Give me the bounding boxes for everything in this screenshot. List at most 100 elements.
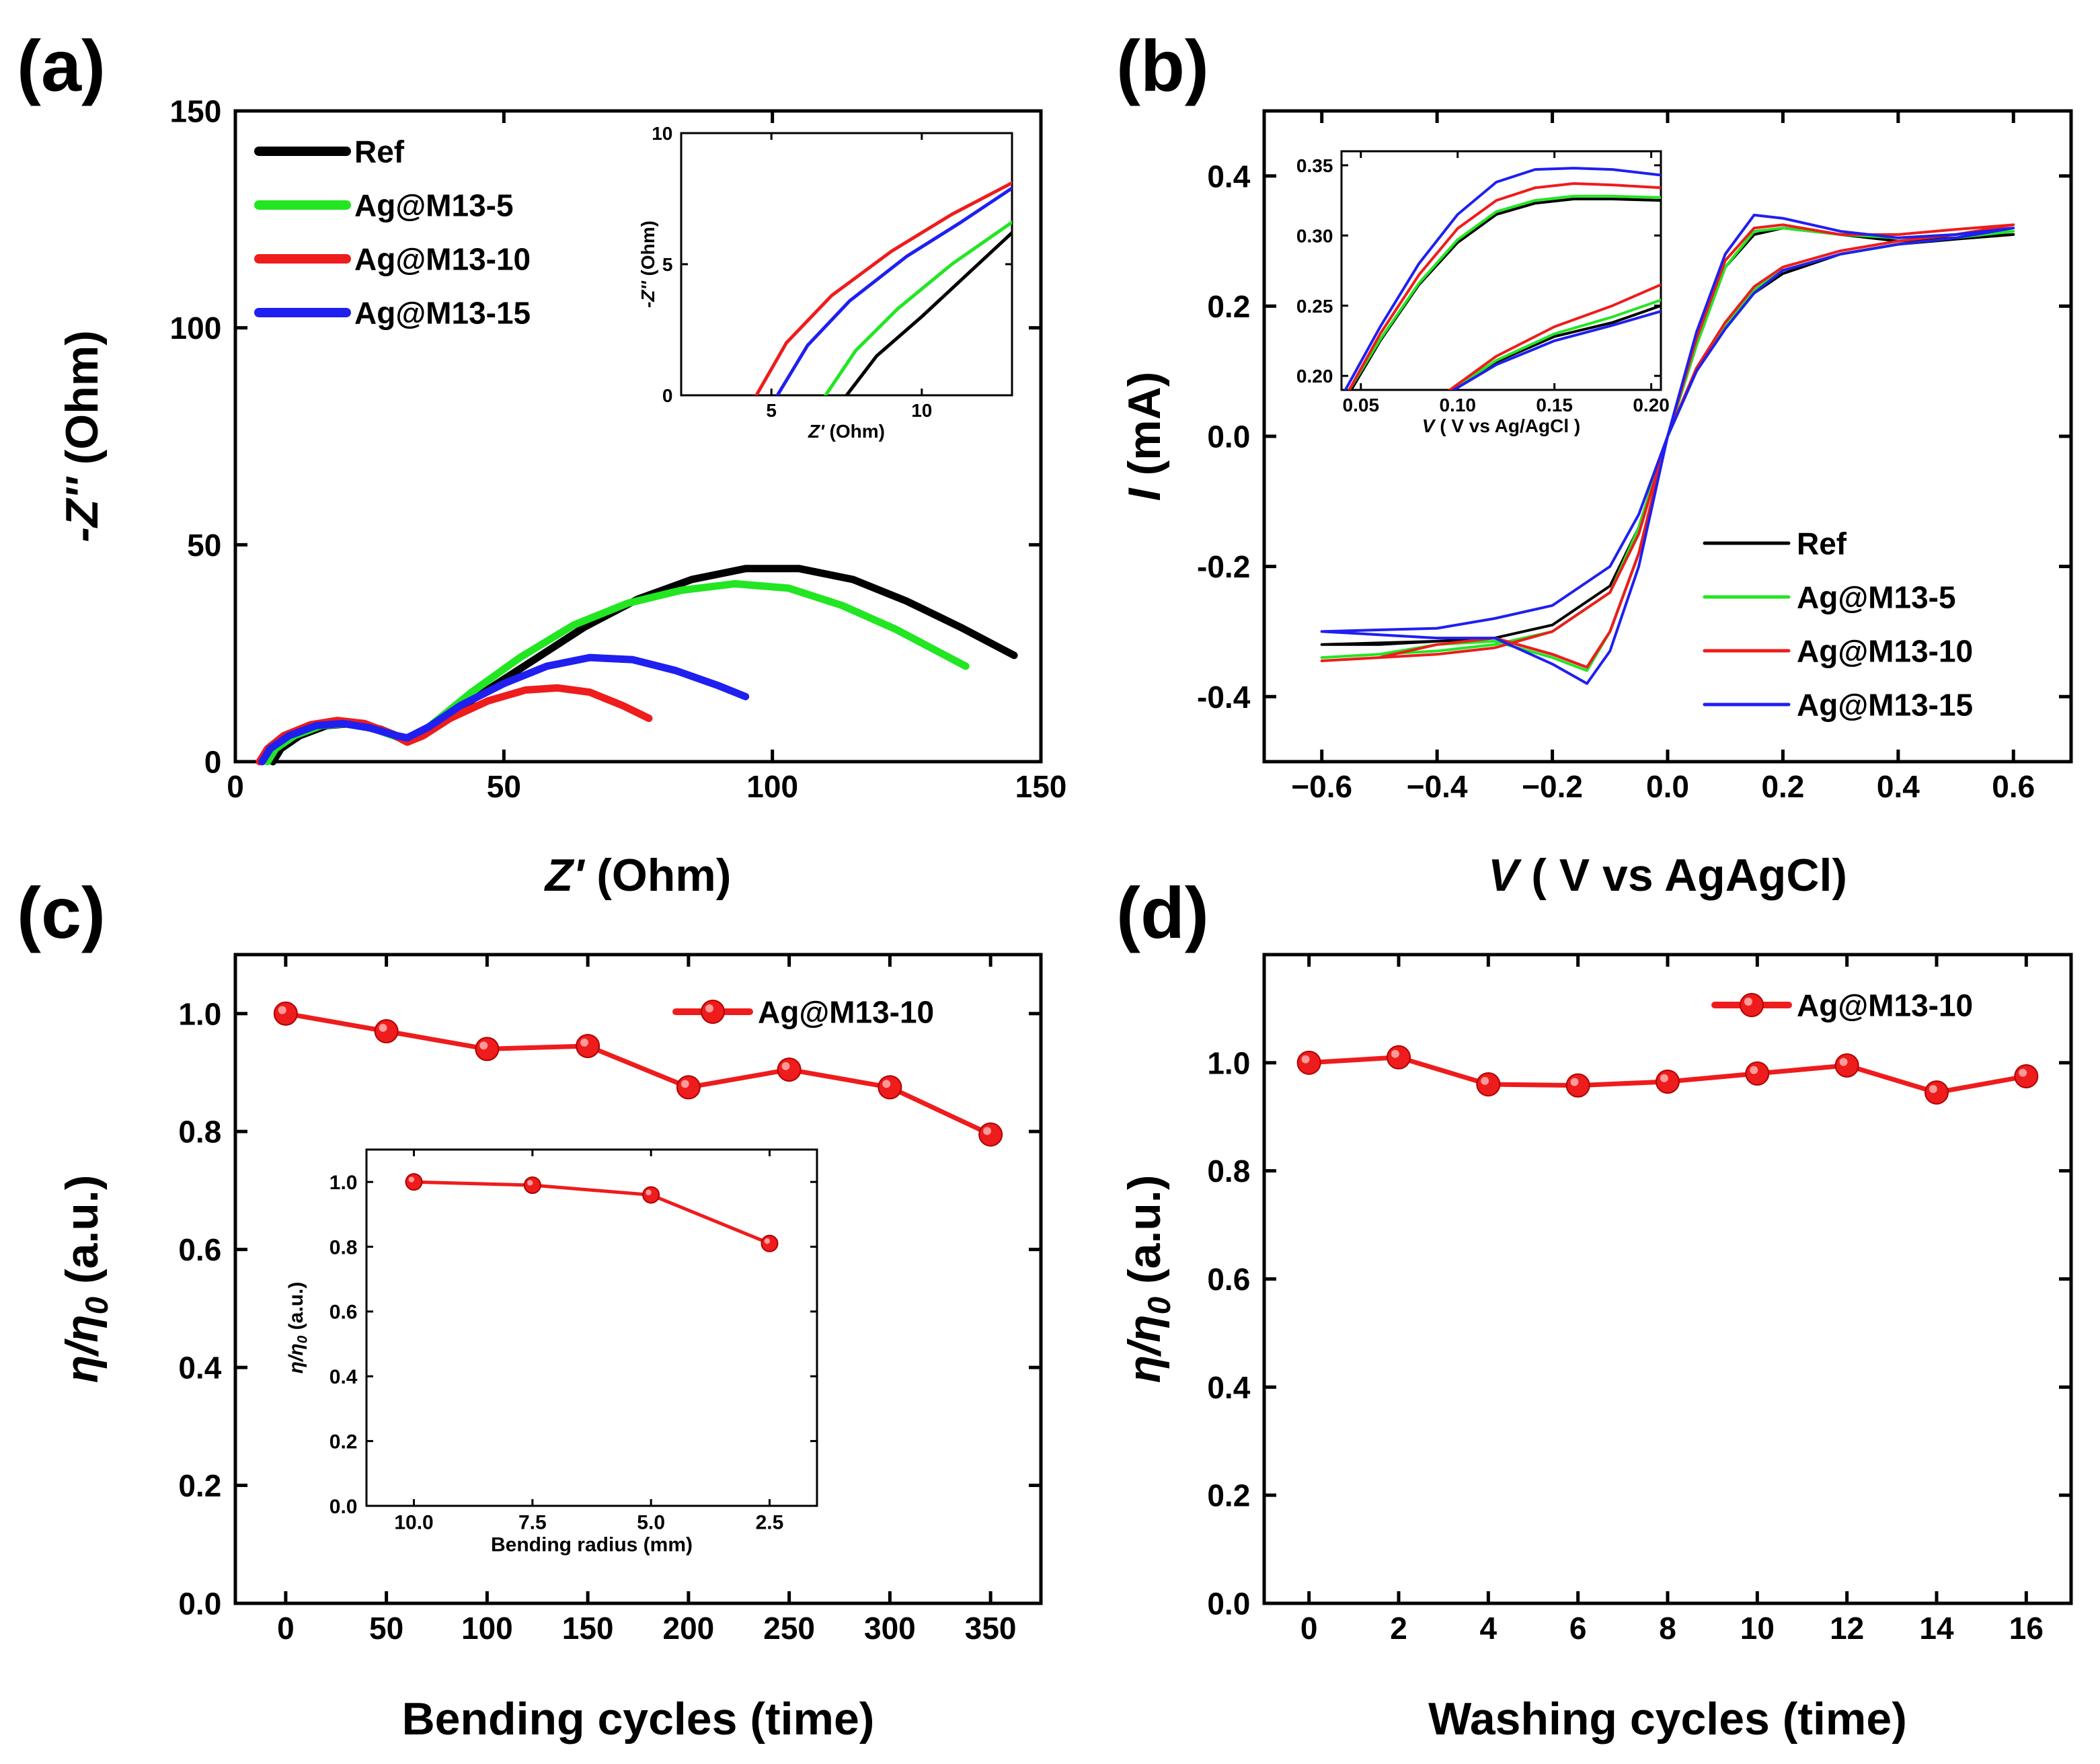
- chart-b-inset-xtick-label: 0.05: [1343, 395, 1380, 415]
- panel-label-b: (b): [1116, 25, 1209, 106]
- chart-c-inset-xtick-label: 5.0: [637, 1512, 665, 1534]
- chart-a-ylabel: -Z'' (Ohm): [56, 330, 108, 543]
- chart-d-marker-highlight: [1839, 1057, 1848, 1066]
- chart-b-inset-series-7: [1452, 310, 1661, 390]
- chart-a-ylabel-rest: (Ohm): [56, 330, 108, 477]
- chart-b-inset-frame: [1340, 150, 1662, 391]
- chart-c-marker: [475, 1037, 500, 1061]
- chart-c-inset-ytick-label: 0.8: [329, 1236, 358, 1258]
- chart-c-series-0: [283, 1011, 993, 1137]
- chart-a-inset-series-0: [845, 231, 1012, 395]
- chart-a-series-1: [264, 579, 970, 766]
- chart-c-inset-marker-highlight: [408, 1176, 415, 1182]
- legend-label: Ref: [1797, 526, 1847, 561]
- chart-c-marker-highlight: [379, 1023, 387, 1032]
- chart-c-xtick-label: 300: [864, 1611, 916, 1646]
- chart-a-inset-series-1: [824, 220, 1012, 395]
- chart-d-marker-highlight: [1301, 1055, 1310, 1064]
- chart-b-xlabel: V ( V vs AgAgCl): [1488, 850, 1847, 901]
- chart-d-xlabel-rest: Washing cycles (time): [1428, 1693, 1907, 1745]
- chart-b-inset-ytick-label: 0.20: [1296, 366, 1333, 387]
- chart-b-ytick-label: 0.4: [1207, 159, 1250, 194]
- panel-label-c: (c): [17, 872, 106, 953]
- chart-b-xtick-label: −0.6: [1291, 769, 1352, 804]
- chart-c-inset-marker: [642, 1186, 660, 1204]
- chart-c-inset-ytick-label: 0.0: [329, 1496, 358, 1518]
- chart-d: 0 2 4 6 8 10 12 14 16 0.0 0.2 0.4 0.6 0.8 1.0 Washing c…: [1119, 953, 2073, 1745]
- chart-c-legend: Ag@M13-10: [672, 995, 934, 1030]
- chart-c-inset: 10.0 7.5 5.0 2.5 0.0 0.2 0.4 0.6 0.8 1.0 Bending r…: [285, 1148, 818, 1556]
- legend-marker-highlight: [1744, 998, 1752, 1006]
- chart-b-inset-xtick-label: 0.20: [1633, 395, 1670, 415]
- chart-c-ytick-label: 0.8: [178, 1115, 221, 1150]
- chart-a-ytick-label: 100: [170, 311, 222, 346]
- chart-d-marker-highlight: [1570, 1078, 1579, 1086]
- chart-c-marker-highlight: [580, 1038, 588, 1047]
- chart-b-ytick-label: 0.0: [1207, 419, 1250, 454]
- chart-b-ytick-label: -0.2: [1197, 549, 1250, 584]
- legend-label: Ag@M13-10: [354, 242, 531, 277]
- panel-label-a: (a): [17, 25, 106, 106]
- legend-label: Ref: [354, 134, 405, 169]
- legend-label: Ag@M13-15: [354, 296, 531, 331]
- chart-a-xtick-label: 0: [227, 769, 244, 804]
- chart-d-marker-highlight: [1391, 1049, 1399, 1058]
- chart-d-marker: [1565, 1073, 1590, 1098]
- chart-c-inset-xtick-label: 10.0: [394, 1512, 433, 1534]
- chart-c-xtick-label: 350: [965, 1611, 1017, 1646]
- chart-d-marker: [1476, 1072, 1501, 1096]
- chart-b-xtick-label: 0.0: [1646, 769, 1689, 804]
- chart-b-ylabel-rest: (mA): [1119, 372, 1170, 489]
- chart-c-marker: [878, 1075, 902, 1100]
- chart-c-marker-highlight: [479, 1041, 488, 1050]
- chart-c-marker: [576, 1033, 600, 1058]
- chart-b-ylabel: I (mA): [1119, 372, 1170, 502]
- chart-d-frame: [1262, 953, 2073, 1605]
- chart-c-xtick-label: 150: [562, 1611, 614, 1646]
- legend-label: Ag@M13-5: [1797, 580, 1956, 615]
- chart-b-ytick-label: 0.2: [1207, 289, 1250, 324]
- chart-d-xtick-label: 14: [1919, 1611, 1954, 1646]
- chart-d-ytick-label: 1.0: [1207, 1045, 1250, 1080]
- chart-c-xtick-label: 50: [369, 1611, 403, 1646]
- chart-b-inset-xlabel: V ( V vs Ag/AgCl ): [1422, 415, 1580, 436]
- chart-c-xtick-label: 0: [277, 1611, 295, 1646]
- chart-a-ytick-label: 150: [170, 94, 222, 129]
- chart-c-inset-series: [405, 1173, 779, 1252]
- chart-c-inset-frame: [365, 1148, 818, 1507]
- chart-d-ytick-label: 0.8: [1207, 1154, 1250, 1189]
- chart-b-legend: Ref Ag@M13-5 Ag@M13-10 Ag@M13-15: [1703, 526, 1973, 723]
- chart-d-xtick-label: 6: [1569, 1611, 1587, 1646]
- chart-b-inset-series-5: [1450, 298, 1661, 390]
- chart-c-inset-ylabel-rest: (a.u.): [285, 1282, 307, 1336]
- chart-c-inset-ylabel: η/η0 (a.u.): [285, 1282, 311, 1374]
- chart-c-inset-ylabel-italic: η/η: [285, 1343, 307, 1373]
- chart-d-marker: [1834, 1053, 1859, 1078]
- chart-b-xtick-label: −0.2: [1522, 769, 1583, 804]
- legend-label: Ag@M13-10: [1797, 988, 1973, 1023]
- legend-label: Ag@M13-10: [758, 995, 934, 1030]
- chart-d-marker-highlight: [1750, 1066, 1758, 1074]
- chart-b-inset-xtick-label: 0.15: [1536, 395, 1573, 415]
- chart-b-inset-series-1: [1348, 194, 1661, 390]
- chart-c-inset-xlabel: Bending radius (mm): [491, 1534, 693, 1556]
- chart-c-frame: [233, 953, 1043, 1605]
- chart-d-xtick-label: 12: [1830, 1611, 1864, 1646]
- chart-b-ylabel-italic: I: [1119, 487, 1170, 501]
- chart-a-inset-xtick-label: 10: [911, 400, 932, 421]
- chart-b-xlabel-italic: V: [1488, 850, 1522, 901]
- chart-b-inset-xlabel-italic: V: [1422, 415, 1436, 436]
- chart-c-marker-highlight: [983, 1127, 991, 1135]
- chart-a-inset-xlabel-italic: Z': [808, 421, 825, 442]
- chart-c-ytick-label: 0.6: [178, 1232, 221, 1267]
- chart-d-xtick-label: 4: [1480, 1611, 1498, 1646]
- chart-c-ylabel: η/η0 (a.u.): [56, 1175, 115, 1384]
- chart-c-marker: [777, 1057, 802, 1082]
- chart-c-xlabel-rest: Bending cycles (time): [402, 1693, 875, 1745]
- chart-c-ytick-label: 0.0: [178, 1587, 221, 1621]
- chart-a-inset-series: [754, 181, 1012, 395]
- chart-c-xlabel: Bending cycles (time): [402, 1693, 875, 1745]
- chart-a-inset-xtick-label: 5: [766, 400, 777, 421]
- chart-a-inset-ylabel: -Z'' (Ohm): [637, 220, 658, 308]
- chart-d-ylabel-rest: (a.u.): [1119, 1175, 1170, 1297]
